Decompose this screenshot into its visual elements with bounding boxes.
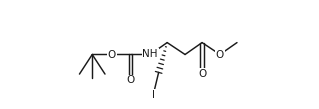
- Text: O: O: [198, 69, 206, 79]
- Text: O: O: [108, 49, 116, 60]
- Text: O: O: [126, 75, 135, 85]
- Text: I: I: [152, 90, 155, 100]
- Text: NH: NH: [142, 49, 158, 59]
- Text: O: O: [216, 49, 224, 60]
